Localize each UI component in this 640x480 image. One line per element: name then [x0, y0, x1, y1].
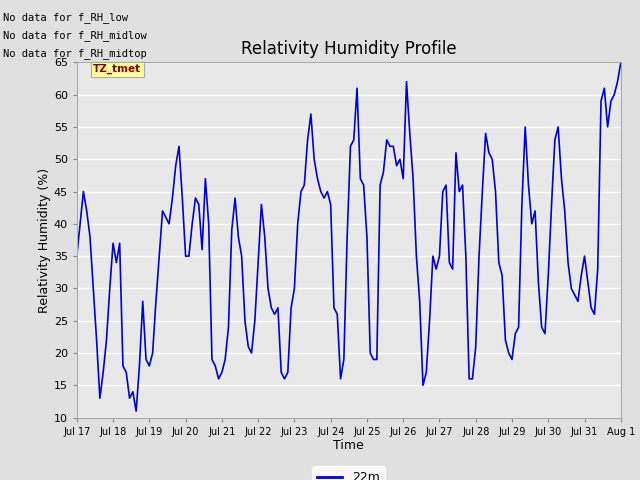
Title: Relativity Humidity Profile: Relativity Humidity Profile: [241, 40, 456, 58]
Text: No data for f_RH_low: No data for f_RH_low: [3, 12, 128, 23]
Text: TZ_tmet: TZ_tmet: [93, 64, 141, 74]
X-axis label: Time: Time: [333, 439, 364, 453]
Y-axis label: Relativity Humidity (%): Relativity Humidity (%): [38, 168, 51, 312]
Text: No data for f_RH_midlow: No data for f_RH_midlow: [3, 30, 147, 41]
Text: No data for f_RH_midtop: No data for f_RH_midtop: [3, 48, 147, 60]
Legend: 22m: 22m: [312, 467, 385, 480]
